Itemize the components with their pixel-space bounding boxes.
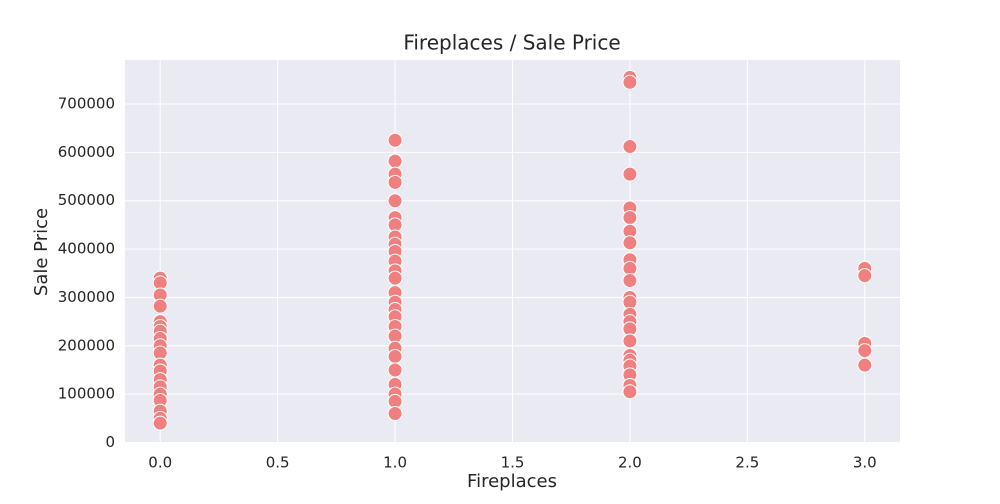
x-tick-label: 0.0	[148, 454, 172, 472]
point	[387, 193, 403, 209]
y-tick-label: 700000	[58, 95, 115, 113]
point	[622, 74, 638, 90]
point	[387, 406, 403, 422]
x-tick-label: 3.0	[853, 454, 877, 472]
point	[622, 210, 638, 226]
x-tick-label: 1.0	[383, 454, 407, 472]
y-axis-label: Sale Price	[31, 208, 52, 296]
y-tick-label: 300000	[58, 288, 115, 306]
point	[857, 357, 873, 373]
point	[387, 362, 403, 378]
point	[387, 348, 403, 364]
point	[387, 174, 403, 190]
point	[152, 415, 168, 431]
point	[622, 166, 638, 182]
y-tick-label: 100000	[58, 385, 115, 403]
x-axis-label: Fireplaces	[467, 471, 557, 492]
point	[152, 298, 168, 314]
y-tick-label: 600000	[58, 143, 115, 161]
point	[857, 268, 873, 284]
point	[387, 132, 403, 148]
point	[622, 333, 638, 349]
x-tick-label: 2.0	[618, 454, 642, 472]
y-tick-label: 500000	[58, 191, 115, 209]
point	[857, 343, 873, 359]
x-tick-label: 0.5	[266, 454, 290, 472]
x-tick-label: 2.5	[735, 454, 759, 472]
point	[622, 235, 638, 251]
chart-title: Fireplaces / Sale Price	[403, 31, 620, 55]
x-tick-label: 1.5	[501, 454, 525, 472]
point	[387, 153, 403, 169]
y-tick-label: 0	[105, 433, 115, 451]
y-tick-label: 400000	[58, 240, 115, 258]
y-tick-label: 200000	[58, 336, 115, 354]
point	[387, 270, 403, 286]
point	[622, 139, 638, 155]
point	[622, 384, 638, 400]
point	[622, 273, 638, 289]
